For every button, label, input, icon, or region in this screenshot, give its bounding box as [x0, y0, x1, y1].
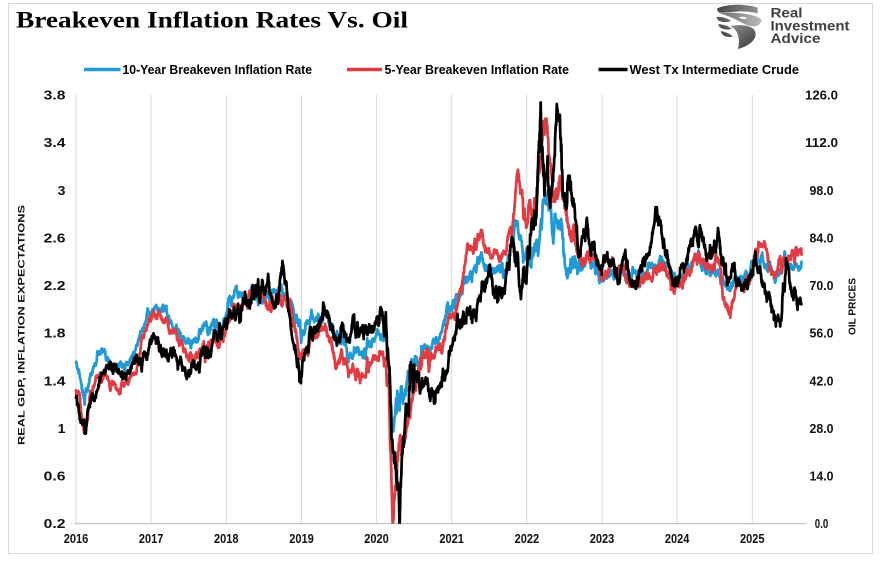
svg-text:10-Year Breakeven Inflation Ra: 10-Year Breakeven Inflation Rate — [123, 62, 313, 77]
svg-text:2019: 2019 — [289, 531, 314, 546]
svg-text:14.0: 14.0 — [810, 470, 834, 484]
svg-text:2.2: 2.2 — [44, 279, 66, 293]
svg-text:West Tx Intermediate Crude: West Tx Intermediate Crude — [630, 62, 800, 77]
svg-text:28.0: 28.0 — [810, 422, 834, 436]
svg-text:OIL PRICES: OIL PRICES — [847, 278, 859, 335]
svg-text:70.0: 70.0 — [810, 279, 834, 293]
svg-text:1.8: 1.8 — [44, 327, 66, 341]
svg-text:84.0: 84.0 — [810, 231, 834, 245]
svg-text:2022: 2022 — [515, 531, 540, 546]
svg-text:REAL GDP, INFLATION EXPECTATIO: REAL GDP, INFLATION EXPECTATIONS — [17, 205, 28, 445]
svg-text:Breakeven Inflation Rates Vs.: Breakeven Inflation Rates Vs. Oil — [16, 8, 408, 33]
svg-text:Real: Real — [771, 6, 803, 21]
svg-text:3: 3 — [58, 184, 66, 198]
svg-text:0.2: 0.2 — [44, 517, 66, 531]
svg-text:2.6: 2.6 — [44, 231, 66, 245]
svg-text:0.0: 0.0 — [815, 517, 829, 531]
svg-text:56.0: 56.0 — [810, 327, 834, 341]
svg-text:2025: 2025 — [740, 531, 765, 546]
svg-text:126.0: 126.0 — [805, 89, 838, 103]
svg-text:1: 1 — [58, 422, 66, 436]
svg-text:3.4: 3.4 — [44, 136, 66, 150]
svg-text:Investment: Investment — [771, 18, 851, 33]
svg-text:2023: 2023 — [590, 531, 615, 546]
svg-text:Advice: Advice — [771, 31, 821, 46]
svg-text:2018: 2018 — [214, 531, 239, 546]
svg-text:2020: 2020 — [364, 531, 389, 546]
svg-text:2021: 2021 — [439, 531, 464, 546]
svg-text:98.0: 98.0 — [810, 184, 834, 198]
svg-text:2016: 2016 — [64, 531, 89, 546]
svg-text:2017: 2017 — [139, 531, 164, 546]
svg-text:0.6: 0.6 — [44, 470, 66, 484]
svg-text:42.0: 42.0 — [810, 374, 834, 388]
svg-text:1.4: 1.4 — [44, 374, 66, 388]
svg-text:112.0: 112.0 — [805, 136, 838, 150]
svg-text:2024: 2024 — [665, 531, 690, 546]
svg-text:3.8: 3.8 — [44, 89, 66, 103]
svg-text:5-Year Breakeven Inflation Rat: 5-Year Breakeven Inflation Rate — [385, 62, 570, 77]
